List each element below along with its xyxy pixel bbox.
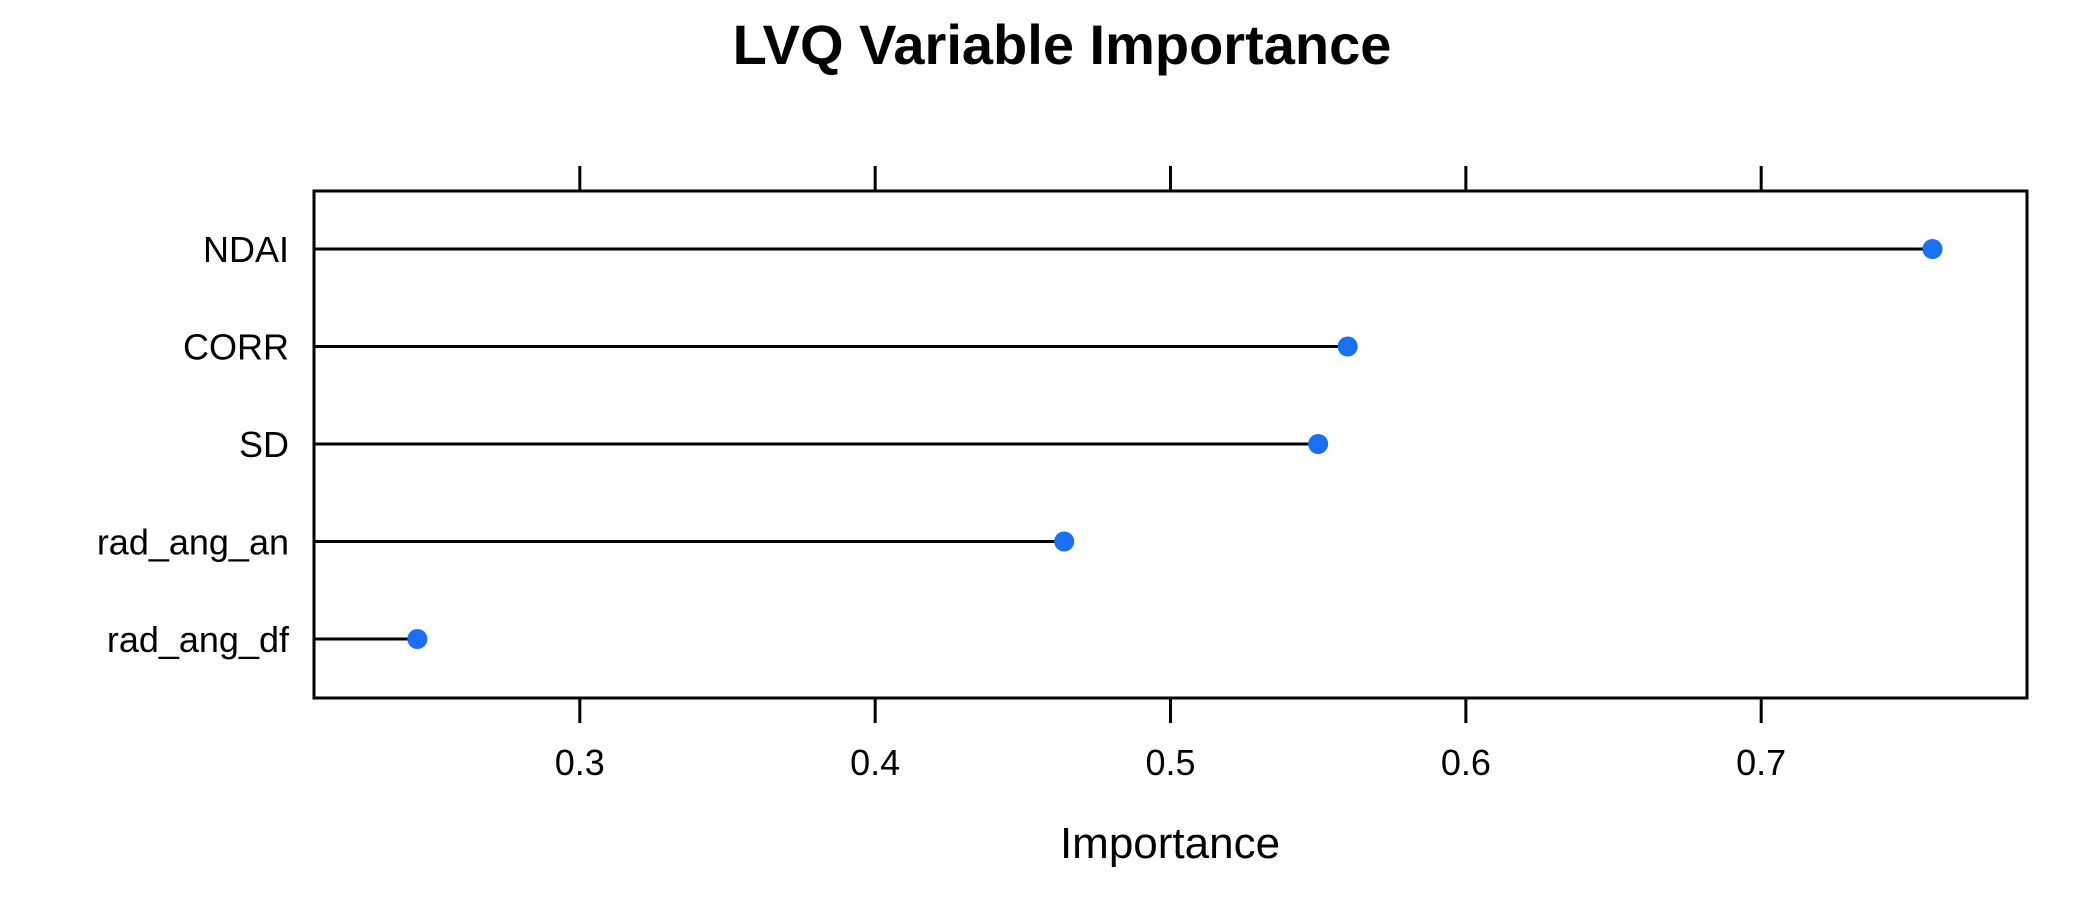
data-point [407,629,428,649]
x-tick-label: 0.6 [1441,742,1491,783]
x-axis-title: Importance [1060,819,1280,868]
category-label: NDAI [203,229,289,270]
category-label: rad_ang_df [107,619,290,660]
data-points [407,239,1943,649]
data-point [1337,336,1358,357]
data-point [1922,239,1943,259]
x-tick-label: 0.3 [555,742,605,783]
data-point [1308,434,1329,454]
category-labels: NDAI CORR SD rad_ang_an rad_ang_df [97,229,290,660]
data-point [1054,531,1075,552]
x-tick-label: 0.5 [1145,742,1195,783]
dot-stems [314,247,1933,641]
category-label: CORR [183,327,289,368]
category-label: rad_ang_an [97,522,289,563]
top-tick-marks [578,166,1763,191]
x-tick-label: 0.4 [850,742,900,783]
bottom-tick-marks [578,698,1763,723]
chart-title: LVQ Variable Importance [733,13,1392,76]
category-label: SD [239,424,289,465]
x-tick-label: 0.7 [1736,742,1786,783]
x-tick-labels: 0.3 0.4 0.5 0.6 0.7 [555,742,1786,783]
